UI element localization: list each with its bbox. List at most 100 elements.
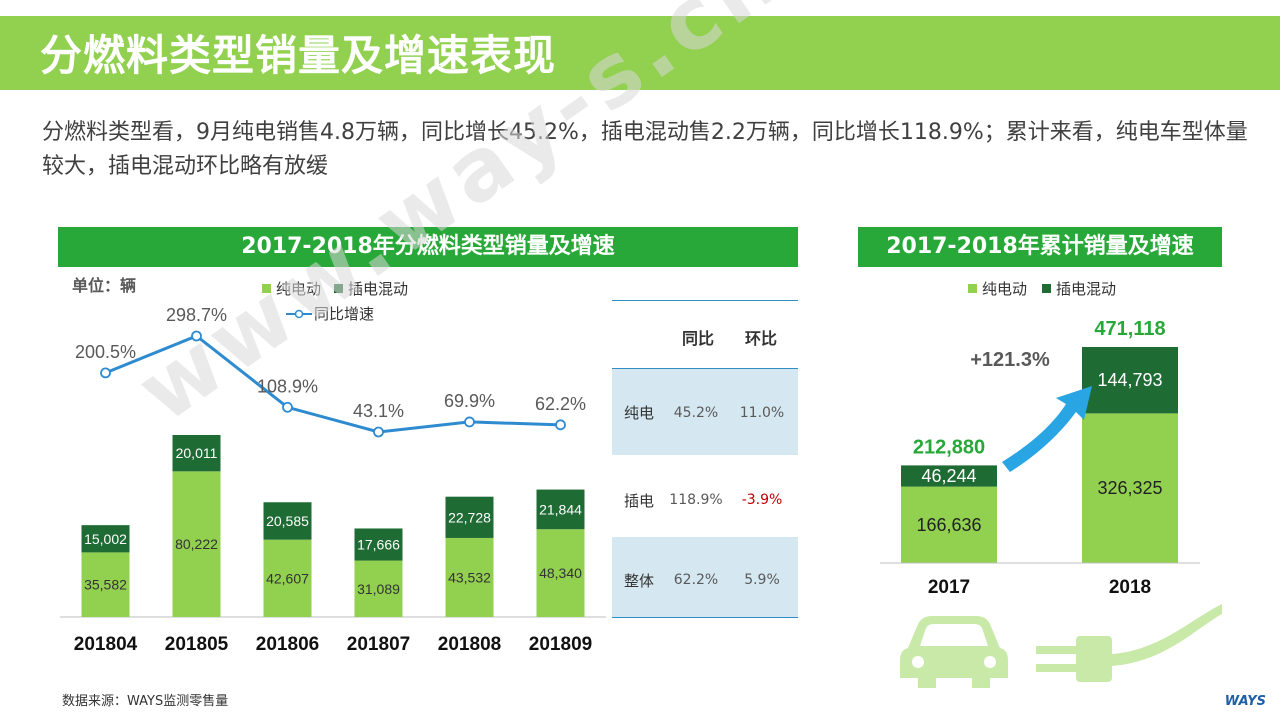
- data-label-ev: 31,089: [357, 581, 400, 597]
- growth-arrow: [1002, 386, 1092, 472]
- data-label-phev: 15,002: [84, 531, 127, 547]
- x-tick-label: 201808: [438, 634, 501, 655]
- legend-swatch-ev: [262, 284, 271, 293]
- bar-ev: [536, 529, 585, 617]
- left-legend-line: 同比增速: [286, 303, 374, 324]
- right-legend-ev: 纯电动: [968, 278, 1027, 299]
- data-label-ev: 166,636: [916, 515, 981, 535]
- table-row-label: 纯电: [624, 404, 655, 422]
- data-label-phev: 22,728: [448, 509, 491, 525]
- right-chart-header: 2017-2018年累计销量及增速: [858, 227, 1222, 267]
- left-chart: 35,582 15,002 201804 80,222 20,011 201805 42,6…: [60, 305, 606, 655]
- x-tick-label: 201807: [347, 634, 410, 655]
- legend-label-ev: 纯电动: [276, 280, 322, 298]
- bar-phev: [81, 525, 130, 553]
- bar-phev: [536, 489, 585, 530]
- legend-swatch-phev: [1042, 284, 1051, 293]
- growth-label: 69.9%: [444, 391, 495, 411]
- data-label-ev: 35,582: [84, 577, 127, 593]
- data-label-ev: 48,340: [539, 565, 582, 581]
- table-rule-top: [612, 300, 798, 301]
- bar-ev: [172, 471, 221, 617]
- growth-label: 298.7%: [166, 305, 227, 325]
- table-header-mom: 环比: [745, 329, 778, 348]
- data-label-phev: 21,844: [539, 501, 582, 517]
- bar-phev: [445, 496, 494, 538]
- growth-table: 同比 环比 纯电 45.2% 11.0% 插电 118.9% -3.9% 整体 …: [612, 300, 798, 618]
- table-rule-mid: [612, 368, 798, 369]
- table-band-1: [612, 369, 798, 455]
- car-window-icon: [912, 624, 996, 668]
- page-title: 分燃料类型销量及增速表现: [40, 31, 557, 80]
- page-subtitle: 分燃料类型看，9月纯电销售4.8万辆，同比增长45.2%，插电混动售2.2万辆，…: [42, 120, 1248, 179]
- x-tick-label: 201805: [165, 634, 229, 655]
- legend-label-phev: 插电混动: [1056, 280, 1117, 298]
- total-label: 471,118: [1094, 318, 1165, 340]
- growth-label: 200.5%: [75, 342, 136, 362]
- data-label-phev: 144,793: [1097, 370, 1162, 390]
- bar-phev: [172, 435, 221, 472]
- left-legend-phev: 插电混动: [334, 278, 408, 299]
- growth-point: [100, 367, 111, 379]
- left-chart-header: 2017-2018年分燃料类型销量及增速: [58, 227, 798, 267]
- bar-phev: [1082, 347, 1178, 414]
- growth-label: 62.2%: [535, 394, 586, 414]
- total-label: 212,880: [913, 436, 985, 458]
- legend-label-ev: 纯电动: [982, 280, 1028, 298]
- data-label-phev: 17,666: [357, 537, 400, 553]
- data-label-ev: 80,222: [175, 536, 218, 552]
- table-cell-yoy: 118.9%: [669, 492, 723, 508]
- growth-label: 108.9%: [257, 376, 318, 396]
- growth-point: [282, 401, 293, 413]
- growth-label: +121.3%: [970, 349, 1050, 371]
- bar-phev: [263, 502, 312, 540]
- right-chart: 166,636 46,244 212,880 2017 326,325 144,793 47…: [880, 318, 1222, 688]
- bar-phev: [901, 465, 997, 487]
- data-label-phev: 20,585: [266, 513, 309, 529]
- unit-label: 单位：辆: [72, 276, 137, 295]
- legend-swatch-phev: [334, 284, 343, 293]
- growth-point: [191, 330, 202, 342]
- data-source: 数据来源：WAYS监测零售量: [62, 694, 229, 709]
- plug-icon: [1036, 604, 1222, 682]
- left-legend-ev: 纯电动: [262, 278, 321, 299]
- growth-line: [104, 334, 561, 434]
- table-band-3: [612, 537, 798, 617]
- legend-label-phev: 插电混动: [348, 280, 409, 298]
- table-cell-mom: -3.9%: [741, 492, 783, 508]
- brand-logo: WAYS: [1224, 694, 1266, 709]
- bar-ev: [263, 539, 312, 617]
- x-tick-label: 201806: [256, 634, 319, 655]
- table-cell-yoy: 45.2%: [673, 405, 719, 421]
- table-row-label: 整体: [624, 572, 655, 590]
- x-tick-label: 201809: [529, 634, 592, 655]
- title-bar: 分燃料类型销量及增速表现: [0, 16, 1280, 90]
- growth-point: [555, 419, 566, 431]
- right-legend-phev: 插电混动: [1042, 278, 1116, 299]
- growth-label: 43.1%: [353, 401, 404, 421]
- table-row-label: 插电: [624, 492, 655, 510]
- bar-ev: [901, 486, 997, 563]
- data-label-ev: 326,325: [1097, 478, 1162, 498]
- growth-point: [464, 416, 475, 428]
- data-label-ev: 43,532: [448, 569, 491, 585]
- x-tick-label: 2018: [1109, 577, 1151, 598]
- legend-line-icon: [286, 309, 312, 318]
- table-cell-yoy: 62.2%: [673, 572, 719, 588]
- x-tick-label: 2017: [928, 577, 970, 598]
- legend-label-line: 同比增速: [314, 305, 375, 323]
- bar-phev: [354, 528, 403, 561]
- table-rule-bottom: [612, 617, 798, 618]
- x-tick-label: 201804: [74, 634, 138, 655]
- data-label-phev: 20,011: [176, 445, 218, 461]
- data-label-ev: 42,607: [266, 570, 309, 586]
- legend-swatch-ev: [968, 284, 977, 293]
- table-cell-mom: 11.0%: [739, 405, 785, 421]
- table-header-yoy: 同比: [682, 329, 715, 348]
- table-cell-mom: 5.9%: [744, 572, 780, 588]
- data-label-phev: 46,244: [921, 466, 976, 486]
- bar-ev: [445, 537, 494, 617]
- growth-point: [373, 426, 384, 438]
- bar-ev: [81, 552, 130, 617]
- bar-ev: [1082, 413, 1178, 563]
